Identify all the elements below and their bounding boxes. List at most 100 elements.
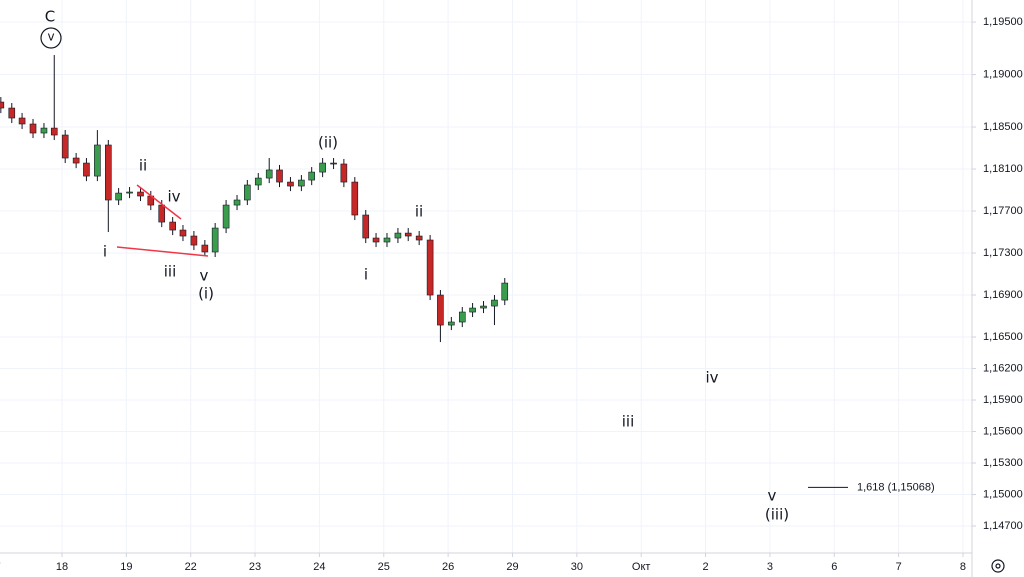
x-tick-label: 2 <box>702 561 708 573</box>
candles <box>0 55 509 343</box>
candle-body <box>298 179 305 187</box>
candle-body <box>469 307 476 313</box>
y-tick-label: 1,16200 <box>983 362 1023 374</box>
candle-body <box>50 127 58 136</box>
x-tick-label: 7 <box>896 561 902 573</box>
candle-body <box>287 181 294 187</box>
wave-label: v <box>200 267 209 285</box>
candle-body <box>383 237 391 243</box>
candle-body <box>491 299 498 307</box>
y-tick-label: 1,14700 <box>983 520 1023 532</box>
wave-label: v <box>768 487 777 505</box>
trend-line <box>136 184 182 220</box>
wave-circle <box>40 27 62 49</box>
y-tick-label: 1,16900 <box>983 289 1023 301</box>
y-tick-label: 1,19500 <box>983 16 1023 28</box>
candle-body <box>8 107 16 119</box>
candle-body <box>394 232 402 239</box>
wave-label: v <box>47 30 54 44</box>
settings-icon[interactable] <box>991 559 1005 573</box>
y-tick-label: 1,15000 <box>983 488 1023 500</box>
candle-body <box>426 239 434 296</box>
wave-label: iii <box>622 413 635 431</box>
x-tick-label: 26 <box>442 561 454 573</box>
candle-body <box>308 171 315 181</box>
x-tick-label: 8 <box>960 561 966 573</box>
candle-body <box>265 169 273 179</box>
y-tick-label: 1,15600 <box>983 425 1023 437</box>
wave-label: iii <box>164 263 177 281</box>
candle-body <box>340 163 348 183</box>
fib-level-label: 1,618 (1,15068) <box>857 481 935 493</box>
candle-body <box>190 235 198 246</box>
candle-body <box>437 294 444 326</box>
candle-body <box>126 191 133 194</box>
wave-label: ii <box>415 203 423 221</box>
candle-body <box>276 169 283 183</box>
wave-label: iv <box>705 369 718 387</box>
trend-line <box>116 246 209 257</box>
candle-body <box>448 321 455 326</box>
y-tick-label: 1,16500 <box>983 331 1023 343</box>
candle-body <box>137 191 144 197</box>
wave-label: (i) <box>198 285 214 303</box>
candle-body <box>319 162 326 173</box>
candle-body <box>40 127 48 134</box>
settings-icon-core[interactable] <box>995 563 1001 569</box>
settings-icon-ring[interactable] <box>991 559 1005 573</box>
candle-body <box>72 157 80 164</box>
y-tick-label: 1,15900 <box>983 394 1023 406</box>
wave-label: iv <box>167 188 180 206</box>
candle-body <box>179 229 187 237</box>
y-tick-label: 1,17700 <box>983 205 1023 217</box>
candle-body <box>480 305 487 309</box>
wave-label: (iii) <box>765 506 789 524</box>
candle-body <box>211 227 219 253</box>
x-tick-label: 22 <box>185 561 197 573</box>
candle-body <box>18 117 26 125</box>
candle-body <box>233 199 241 206</box>
candle-body <box>0 101 5 109</box>
wave-label: C <box>45 8 55 26</box>
candle-body <box>244 184 251 201</box>
candle-body <box>501 282 509 301</box>
candle-body <box>351 181 359 216</box>
candle-body <box>404 232 412 237</box>
x-tick-label: 25 <box>378 561 390 573</box>
candle-body <box>115 192 122 201</box>
x-tick-label: 19 <box>120 561 132 573</box>
candle-body <box>415 235 423 241</box>
x-tick-label: 7 <box>0 561 1 573</box>
y-tick-label: 1,19000 <box>983 68 1023 80</box>
wave-label: (ii) <box>318 134 338 152</box>
candle-body <box>29 123 37 134</box>
x-tick-label: 24 <box>313 561 325 573</box>
wave-label: i <box>103 243 107 261</box>
y-tick-label: 1,18100 <box>983 163 1023 175</box>
candle-body <box>201 244 209 253</box>
y-tick-label: 1,17300 <box>983 247 1023 259</box>
wave-label: i <box>364 266 368 284</box>
candle-body <box>105 144 112 201</box>
y-tick-label: 1,18500 <box>983 121 1023 133</box>
x-tick-label: Окт <box>632 561 651 573</box>
wave-label: ii <box>139 157 147 175</box>
candle-body <box>222 204 230 229</box>
candle-body <box>458 311 466 323</box>
candle-body <box>158 204 166 223</box>
y-tick-label: 1,15300 <box>983 457 1023 469</box>
grid <box>0 0 972 553</box>
x-tick-label: 6 <box>831 561 837 573</box>
candle-body <box>61 134 69 159</box>
x-tick-label: 30 <box>571 561 583 573</box>
candle-body <box>362 214 370 239</box>
x-tick-label: 23 <box>249 561 261 573</box>
candle-body <box>330 162 337 165</box>
x-tick-label: 18 <box>56 561 68 573</box>
candle-body <box>372 237 380 243</box>
x-tick-label: 29 <box>506 561 518 573</box>
candle-body <box>169 221 176 231</box>
candle-body <box>83 162 90 177</box>
